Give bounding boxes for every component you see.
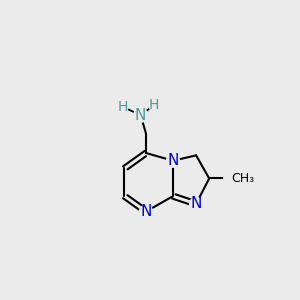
Circle shape [190, 197, 202, 210]
Text: N: N [140, 204, 152, 219]
Circle shape [167, 154, 179, 167]
Text: CH₃: CH₃ [231, 172, 254, 185]
Circle shape [118, 102, 128, 112]
Text: N: N [167, 153, 179, 168]
Circle shape [149, 100, 159, 110]
Text: N: N [190, 196, 202, 211]
Text: H: H [148, 98, 159, 112]
Circle shape [140, 205, 152, 218]
Text: N: N [135, 108, 146, 123]
Text: H: H [118, 100, 128, 114]
Circle shape [134, 108, 148, 122]
Circle shape [134, 109, 147, 122]
Circle shape [224, 172, 238, 185]
